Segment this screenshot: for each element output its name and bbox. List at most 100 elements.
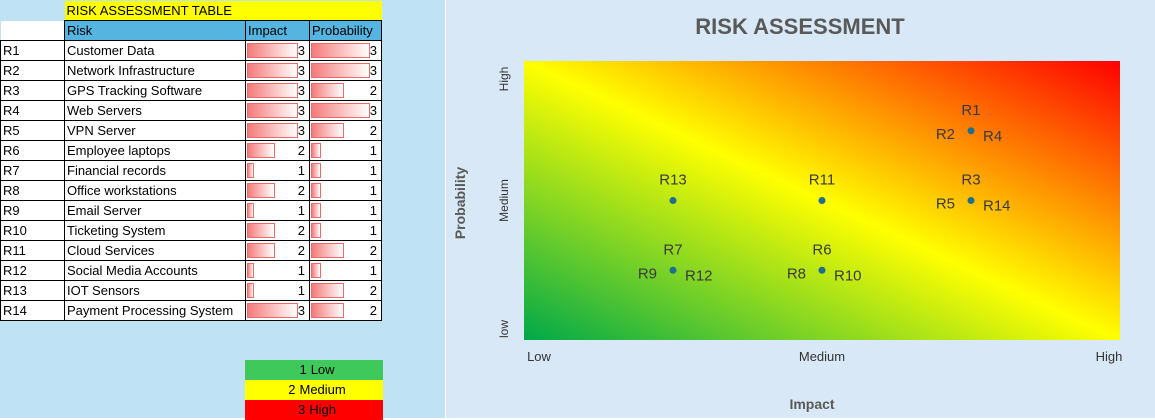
probability-cell[interactable]: 2 — [309, 120, 382, 141]
risk-id-cell[interactable]: R1 — [0, 40, 65, 61]
risk-name-cell[interactable]: Network Infrastructure — [64, 60, 246, 81]
impact-cell[interactable]: 3 — [245, 120, 310, 141]
risk-id-cell[interactable]: R8 — [0, 180, 65, 201]
risk-id-cell[interactable]: R7 — [0, 160, 65, 181]
impact-data-bar — [247, 223, 275, 238]
table-row[interactable]: R14 Payment Processing System 3 2 — [0, 300, 382, 321]
risk-name-cell[interactable]: Email Server — [64, 200, 246, 221]
risk-name-cell[interactable]: Customer Data — [64, 40, 246, 61]
risk-id-cell[interactable]: R6 — [0, 140, 65, 161]
header-risk[interactable]: Risk — [64, 20, 246, 41]
probability-cell[interactable]: 3 — [309, 100, 382, 121]
table-row[interactable]: R3 GPS Tracking Software 3 2 — [0, 80, 382, 101]
x-tick-label: Low — [527, 349, 551, 364]
risk-name-cell[interactable]: Financial records — [64, 160, 246, 181]
risk-id-cell[interactable]: R2 — [0, 60, 65, 81]
header-probability[interactable]: Probability — [309, 20, 382, 41]
risk-name-cell[interactable]: Social Media Accounts — [64, 260, 246, 281]
header-impact[interactable]: Impact — [245, 20, 310, 41]
probability-data-bar — [311, 303, 345, 318]
risk-id-cell[interactable]: R11 — [0, 240, 65, 261]
table-row[interactable]: R5 VPN Server 3 2 — [0, 120, 382, 141]
probability-cell[interactable]: 1 — [309, 220, 382, 241]
data-point-label: R6 — [812, 241, 831, 258]
impact-cell[interactable]: 3 — [245, 300, 310, 321]
data-point-marker[interactable] — [967, 197, 975, 204]
table-row[interactable]: R1 Customer Data 3 3 — [0, 40, 382, 61]
impact-cell[interactable]: 1 — [245, 260, 310, 281]
impact-cell[interactable]: 1 — [245, 160, 310, 181]
impact-value: 3 — [297, 83, 305, 98]
probability-value: 2 — [369, 283, 377, 298]
impact-data-bar — [247, 103, 298, 118]
impact-cell[interactable]: 2 — [245, 140, 310, 161]
probability-cell[interactable]: 2 — [309, 300, 382, 321]
risk-name-cell[interactable]: Cloud Services — [64, 240, 246, 261]
risk-name-cell[interactable]: Web Servers — [64, 100, 246, 121]
risk-id-cell[interactable]: R13 — [0, 280, 65, 301]
probability-cell[interactable]: 1 — [309, 260, 382, 281]
probability-data-bar — [311, 183, 321, 198]
probability-data-bar — [311, 123, 345, 138]
table-row[interactable]: R4 Web Servers 3 3 — [0, 100, 382, 121]
probability-cell[interactable]: 1 — [309, 160, 382, 181]
risk-id-cell[interactable]: R9 — [0, 200, 65, 221]
impact-data-bar — [247, 283, 254, 298]
probability-cell[interactable]: 2 — [309, 240, 382, 261]
probability-cell[interactable]: 3 — [309, 40, 382, 61]
risk-id-cell[interactable]: R4 — [0, 100, 65, 121]
data-point-marker[interactable] — [818, 266, 826, 274]
risk-name-cell[interactable]: IOT Sensors — [64, 280, 246, 301]
risk-id-cell[interactable]: R5 — [0, 120, 65, 141]
probability-cell[interactable]: 2 — [309, 80, 382, 101]
risk-name-cell[interactable]: Employee laptops — [64, 140, 246, 161]
data-point-marker[interactable] — [967, 127, 975, 135]
table-row[interactable]: R8 Office workstations 2 1 — [0, 180, 382, 201]
probability-value: 1 — [369, 183, 377, 198]
y-axis-label: Probability — [452, 167, 468, 240]
probability-data-bar — [311, 163, 321, 178]
risk-name-cell[interactable]: Payment Processing System — [64, 300, 246, 321]
impact-cell[interactable]: 2 — [245, 180, 310, 201]
risk-id-cell[interactable]: R12 — [0, 260, 65, 281]
impact-cell[interactable]: 3 — [245, 100, 310, 121]
probability-cell[interactable]: 3 — [309, 60, 382, 81]
table-row[interactable]: R12 Social Media Accounts 1 1 — [0, 260, 382, 281]
legend-value: 1 — [299, 362, 307, 377]
x-axis-ticks: Low Medium High — [527, 349, 1122, 364]
probability-cell[interactable]: 1 — [309, 200, 382, 221]
chart-svg: RISK ASSESSMENT Low Medium High low Medium H… — [452, 14, 1122, 412]
table-row[interactable]: R10 Ticketing System 2 1 — [0, 220, 382, 241]
probability-cell[interactable]: 1 — [309, 180, 382, 201]
data-point-label: R13 — [659, 172, 687, 189]
risk-id-cell[interactable]: R3 — [0, 80, 65, 101]
table-row[interactable]: R11 Cloud Services 2 2 — [0, 240, 382, 261]
data-points: R1 R2 R4 R3 R5 R14 R6 R8 R10 R7 R9 R12 R11 R13 — [638, 102, 1011, 285]
impact-cell[interactable]: 2 — [245, 240, 310, 261]
risk-id-cell[interactable]: R14 — [0, 300, 65, 321]
probability-value: 2 — [369, 83, 377, 98]
risk-name-cell[interactable]: Ticketing System — [64, 220, 246, 241]
table-row[interactable]: R7 Financial records 1 1 — [0, 160, 382, 181]
impact-cell[interactable]: 2 — [245, 220, 310, 241]
table-row[interactable]: R9 Email Server 1 1 — [0, 200, 382, 221]
data-point-marker[interactable] — [669, 266, 677, 274]
data-point-marker[interactable] — [818, 197, 826, 204]
risk-name-cell[interactable]: GPS Tracking Software — [64, 80, 246, 101]
table-row[interactable]: R2 Network Infrastructure 3 3 — [0, 60, 382, 81]
impact-cell[interactable]: 3 — [245, 60, 310, 81]
table-row[interactable]: R6 Employee laptops 2 1 — [0, 140, 382, 161]
data-point-marker[interactable] — [669, 197, 677, 204]
risk-name-cell[interactable]: Office workstations — [64, 180, 246, 201]
impact-cell[interactable]: 3 — [245, 40, 310, 61]
impact-cell[interactable]: 3 — [245, 80, 310, 101]
probability-cell[interactable]: 2 — [309, 280, 382, 301]
risk-name-cell[interactable]: VPN Server — [64, 120, 246, 141]
risk-id-cell[interactable]: R10 — [0, 220, 65, 241]
impact-cell[interactable]: 1 — [245, 280, 310, 301]
probability-cell[interactable]: 1 — [309, 140, 382, 161]
risk-assessment-chart[interactable]: RISK ASSESSMENT Low Medium High low Medium H… — [446, 0, 1155, 418]
data-point-label: R9 — [638, 265, 657, 282]
table-row[interactable]: R13 IOT Sensors 1 2 — [0, 280, 382, 301]
impact-cell[interactable]: 1 — [245, 200, 310, 221]
